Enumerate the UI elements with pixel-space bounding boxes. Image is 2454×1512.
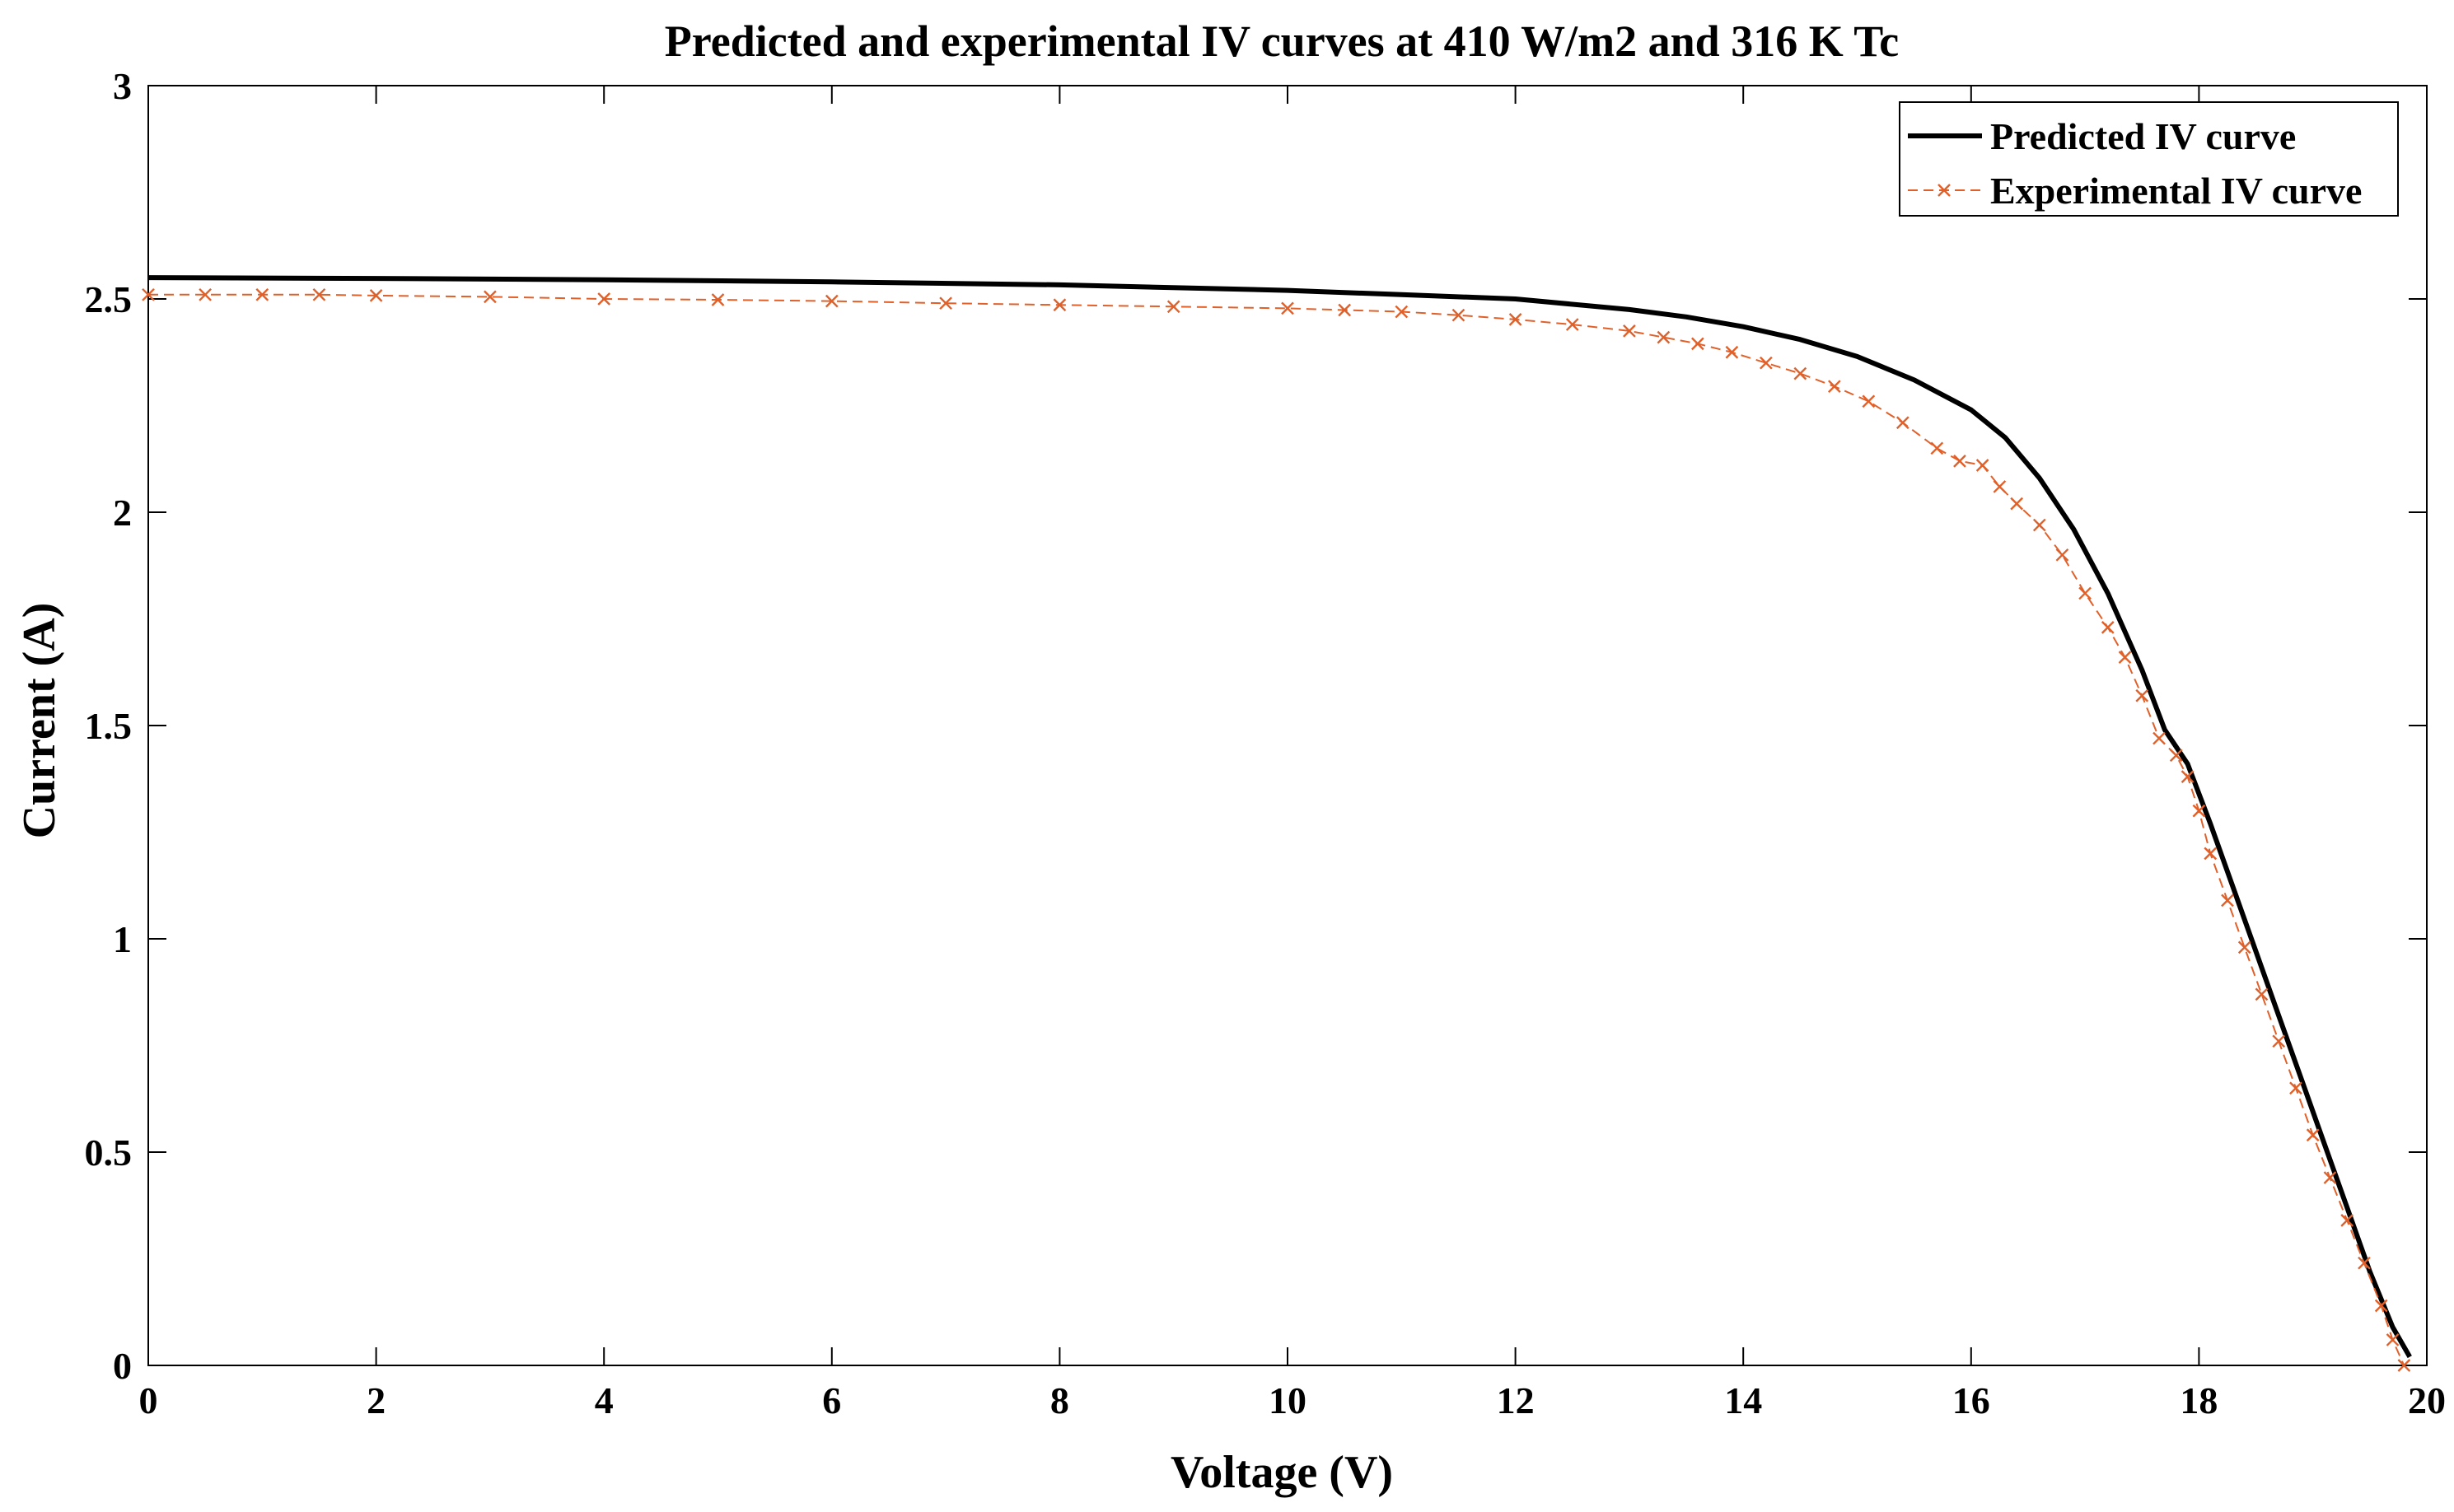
experimental-point — [1166, 300, 1180, 314]
experimental-point — [711, 293, 725, 306]
x-tick-label: 10 — [1269, 1379, 1306, 1421]
experimental-point — [1691, 337, 1704, 351]
experimental-point — [1862, 394, 1876, 408]
x-tick-label: 8 — [1050, 1379, 1069, 1421]
legend: Predicted IV curve Experimental IV curve — [1899, 101, 2399, 217]
x-axis-label: Voltage (V) — [1171, 1447, 1393, 1498]
experimental-point — [2135, 688, 2149, 702]
experimental-point — [2192, 804, 2206, 818]
experimental-point — [2289, 1081, 2302, 1095]
experimental-point — [597, 292, 611, 306]
experimental-point — [2323, 1171, 2337, 1184]
y-tick-label: 2 — [113, 492, 132, 534]
y-tick-label: 1 — [113, 918, 132, 960]
y-axis-label: Current (A) — [14, 603, 65, 839]
experimental-point — [255, 287, 269, 301]
experimental-point — [825, 294, 839, 308]
plot-area — [147, 85, 2428, 1366]
experimental-point — [939, 296, 952, 310]
experimental-point — [1725, 345, 1739, 359]
x-tick-label: 14 — [1724, 1379, 1762, 1421]
experimental-point — [1993, 480, 2007, 493]
chart-title: Predicted and experimental IV curves at … — [665, 16, 1900, 66]
experimental-point — [1508, 313, 1522, 326]
x-axis-ticks: 0 2 4 6 8 10 12 14 16 18 20 — [139, 86, 2446, 1421]
experimental-point — [1975, 459, 1989, 472]
experimental-point — [1395, 305, 1409, 319]
experimental-point — [1953, 454, 1966, 468]
y-tick-label: 1.5 — [85, 705, 133, 747]
y-axis-ticks: 0 0.5 1 1.5 2 2.5 3 — [85, 65, 2427, 1387]
x-tick-label: 6 — [822, 1379, 841, 1421]
experimental-point — [484, 290, 497, 304]
experimental-point — [142, 287, 155, 301]
experimental-point — [2340, 1214, 2354, 1227]
experimental-point — [2397, 1359, 2411, 1372]
legend-predicted-label: Predicted IV curve — [1990, 115, 2296, 157]
experimental-point — [1565, 318, 1579, 331]
experimental-point — [1657, 330, 1671, 344]
experimental-point — [312, 287, 326, 301]
experimental-point — [1827, 380, 1841, 394]
experimental-point — [2386, 1333, 2400, 1346]
experimental-point — [2272, 1034, 2286, 1048]
experimental-point — [1623, 324, 1636, 338]
x-tick-label: 16 — [1952, 1379, 1990, 1421]
experimental-point — [2153, 731, 2166, 745]
experimental-point — [1895, 416, 1909, 430]
experimental-point — [2306, 1128, 2320, 1142]
experimental-point — [199, 287, 212, 301]
experimental-point — [1793, 366, 1807, 380]
legend-experimental-label: Experimental IV curve — [1990, 170, 2362, 212]
experimental-point — [2181, 770, 2195, 784]
experimental-point — [2010, 497, 2023, 511]
x-tick-label: 12 — [1497, 1379, 1535, 1421]
x-tick-label: 2 — [367, 1379, 386, 1421]
experimental-point — [2118, 651, 2132, 664]
experimental-point — [369, 289, 383, 302]
experimental-point — [1338, 303, 1351, 317]
x-tick-label: 4 — [595, 1379, 614, 1421]
experimental-point — [2032, 518, 2046, 532]
experimental-point — [2169, 749, 2183, 763]
experimental-point — [2237, 940, 2251, 954]
series-layer — [142, 275, 2412, 1372]
experimental-point — [2374, 1299, 2388, 1313]
x-tick-label: 0 — [139, 1379, 158, 1421]
predicted-iv-line — [147, 275, 2412, 1359]
experimental-point — [1281, 301, 1294, 315]
y-tick-label: 0 — [113, 1345, 132, 1387]
y-tick-label: 0.5 — [85, 1132, 133, 1174]
experimental-point — [1053, 298, 1067, 312]
experimental-point — [2078, 586, 2092, 600]
experimental-point — [2255, 987, 2269, 1001]
experimental-point — [2101, 621, 2115, 634]
experimental-point — [1930, 441, 1944, 455]
experimental-point — [2055, 548, 2069, 562]
legend-box — [1899, 101, 2399, 217]
experimental-point — [2221, 894, 2234, 908]
plot-frame — [147, 85, 2428, 1366]
experimental-point — [1760, 356, 1773, 370]
experimental-point — [2204, 847, 2218, 861]
x-tick-label: 20 — [2408, 1379, 2446, 1421]
experimental-point — [1451, 308, 1465, 322]
y-tick-label: 2.5 — [85, 278, 133, 320]
experimental-point — [2358, 1256, 2371, 1270]
legend-experimental-marker — [1937, 184, 1951, 197]
x-tick-label: 18 — [2180, 1379, 2218, 1421]
y-tick-label: 3 — [113, 65, 132, 107]
